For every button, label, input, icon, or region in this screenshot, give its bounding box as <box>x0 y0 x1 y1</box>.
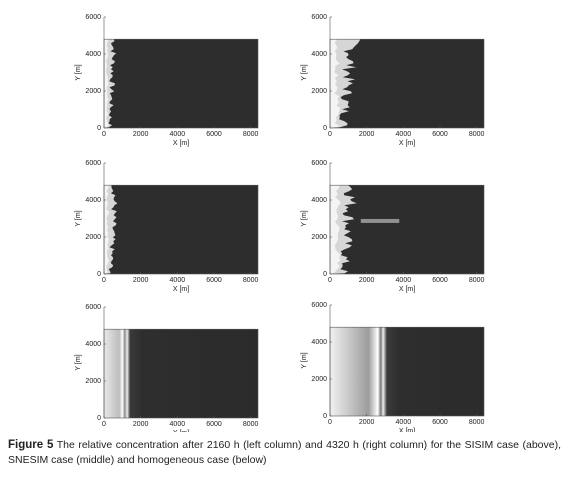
concentration-image <box>330 185 484 274</box>
panel: 0 2000 4000 6000 8000 0 2000 4000 6000 X [m] Y [m] <box>75 304 259 437</box>
x-tick-label: 4000 <box>170 131 186 138</box>
concentration-image <box>104 39 258 129</box>
x-tick-label: 0 <box>102 421 106 428</box>
x-tick-label: 2000 <box>359 419 375 426</box>
caption-label: Figure 5 <box>8 439 54 451</box>
x-tick-label: 6000 <box>432 131 448 138</box>
y-axis-label: Y [m] <box>301 352 308 368</box>
y-tick-label: 2000 <box>311 234 327 241</box>
x-tick-label: 0 <box>328 277 332 284</box>
x-tick-label: 8000 <box>243 277 259 284</box>
panel: 0 2000 4000 6000 8000 0 2000 4000 6000 X [m] Y [m] <box>301 302 485 435</box>
x-tick-label: 4000 <box>170 421 186 428</box>
y-tick-label: 2000 <box>85 88 101 95</box>
y-tick-label: 0 <box>97 415 101 422</box>
panel: 0 2000 4000 6000 8000 0 2000 4000 6000 X [m] Y [m] <box>75 14 259 147</box>
y-tick-label: 4000 <box>311 51 327 58</box>
x-tick-label: 4000 <box>396 277 412 284</box>
y-tick-label: 4000 <box>85 197 101 204</box>
panel: 0 2000 4000 6000 8000 0 2000 4000 6000 X [m] Y [m] <box>301 160 485 293</box>
y-tick-label: 2000 <box>311 88 327 95</box>
y-tick-label: 0 <box>97 271 101 278</box>
y-tick-label: 4000 <box>311 339 327 346</box>
concentration-image <box>104 329 258 418</box>
x-tick-label: 2000 <box>133 421 149 428</box>
x-tick-label: 4000 <box>170 277 186 284</box>
x-tick-label: 6000 <box>206 421 222 428</box>
x-tick-label: 8000 <box>243 131 259 138</box>
caption-text: The relative concentration after 2160 h … <box>8 439 561 466</box>
x-axis-label: X [m] <box>399 140 415 147</box>
x-tick-label: 6000 <box>432 277 448 284</box>
x-axis-label: X [m] <box>173 286 189 293</box>
x-tick-label: 0 <box>328 419 332 426</box>
x-tick-label: 6000 <box>432 419 448 426</box>
concentration-finger <box>360 218 400 223</box>
x-tick-label: 6000 <box>206 277 222 284</box>
x-tick-label: 4000 <box>396 419 412 426</box>
x-tick-label: 2000 <box>359 131 375 138</box>
x-axis-label: X [m] <box>399 286 415 293</box>
y-tick-label: 2000 <box>311 376 327 383</box>
y-tick-label: 6000 <box>85 160 101 167</box>
panel: 0 2000 4000 6000 8000 0 2000 4000 6000 X [m] Y [m] <box>301 14 485 147</box>
panel: 0 2000 4000 6000 8000 0 2000 4000 6000 X [m] Y [m] <box>75 160 259 293</box>
concentration-front <box>330 39 361 129</box>
concentration-image <box>330 39 484 129</box>
concentration-core <box>330 185 341 274</box>
y-tick-label: 6000 <box>311 160 327 167</box>
y-tick-label: 0 <box>323 271 327 278</box>
x-axis-label: X [m] <box>173 140 189 147</box>
y-tick-label: 6000 <box>85 14 101 21</box>
concentration-image <box>104 185 258 274</box>
y-tick-label: 6000 <box>85 304 101 311</box>
x-tick-label: 8000 <box>469 131 485 138</box>
concentration-image <box>330 327 484 416</box>
x-tick-label: 6000 <box>206 131 222 138</box>
concentration-core <box>104 185 110 274</box>
y-axis-label: Y [m] <box>301 64 308 80</box>
y-tick-label: 0 <box>97 125 101 132</box>
y-axis-label: Y [m] <box>75 64 82 80</box>
concentration-core <box>330 39 341 129</box>
y-tick-label: 2000 <box>85 378 101 385</box>
caption: Figure 5 The relative concentration afte… <box>8 438 561 468</box>
x-tick-label: 8000 <box>243 421 259 428</box>
concentration-front <box>104 185 118 274</box>
y-tick-label: 0 <box>323 125 327 132</box>
y-tick-label: 4000 <box>85 51 101 58</box>
figure: 0 2000 4000 6000 8000 0 2000 4000 6000 X [m] Y [m]… <box>75 14 485 437</box>
x-tick-label: 2000 <box>133 131 149 138</box>
x-axis-label: X [m] <box>399 428 415 432</box>
x-tick-label: 0 <box>102 277 106 284</box>
x-tick-label: 0 <box>328 131 332 138</box>
x-tick-label: 0 <box>102 131 106 138</box>
y-tick-label: 2000 <box>85 234 101 241</box>
y-tick-label: 4000 <box>85 341 101 348</box>
x-tick-label: 8000 <box>469 277 485 284</box>
x-tick-label: 8000 <box>469 419 485 426</box>
y-axis-label: Y [m] <box>75 210 82 226</box>
y-tick-label: 6000 <box>311 302 327 309</box>
y-tick-label: 0 <box>323 413 327 420</box>
y-axis-label: Y [m] <box>301 210 308 226</box>
concentration-core <box>104 39 109 129</box>
y-axis-label: Y [m] <box>75 354 82 370</box>
y-tick-label: 4000 <box>311 197 327 204</box>
x-tick-label: 2000 <box>133 277 149 284</box>
x-tick-label: 2000 <box>359 277 375 284</box>
x-tick-label: 4000 <box>396 131 412 138</box>
x-axis-label: X [m] <box>173 430 189 432</box>
y-tick-label: 6000 <box>311 14 327 21</box>
